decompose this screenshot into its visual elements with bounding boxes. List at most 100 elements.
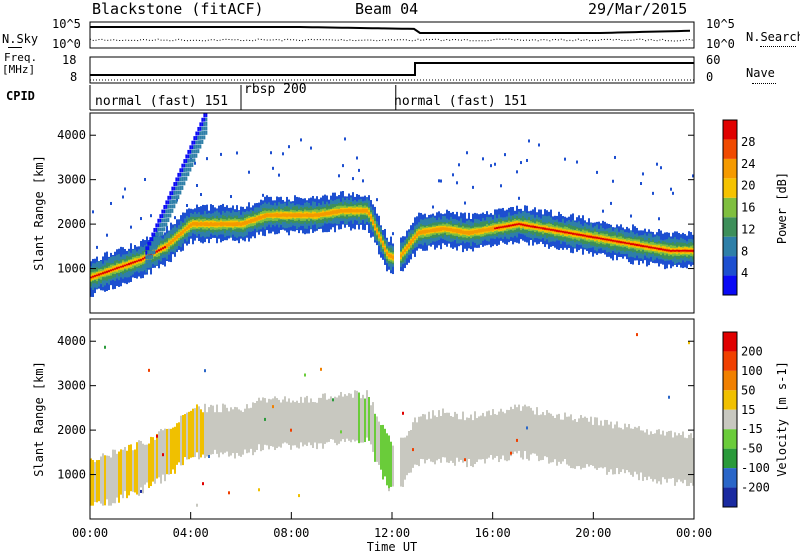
power-echo-cell <box>149 259 152 264</box>
velocity-echo-cell <box>462 411 464 463</box>
power-echo-cell <box>157 223 160 228</box>
power-scatter-cell <box>270 151 272 155</box>
power-echo-cell <box>244 221 246 225</box>
power-echo-cell <box>446 227 448 231</box>
power-echo-cell <box>157 241 160 246</box>
velocity-yticks: 1000 2000 3000 4000 <box>57 334 694 482</box>
power-echo-cell <box>195 140 198 145</box>
velocity-echo-cell <box>144 444 146 485</box>
power-echo-cell <box>646 245 648 248</box>
power-echo-cell <box>506 225 508 228</box>
velocity-echo-cell <box>124 447 126 492</box>
velocity-echo-cell <box>348 393 350 441</box>
power-echo-cell <box>384 247 386 251</box>
power-echo-cell <box>132 261 134 264</box>
velocity-echo-cell <box>634 426 636 472</box>
power-echo-cell <box>177 172 180 177</box>
power-echo-cell <box>310 213 312 218</box>
velocity-echo-cell <box>98 459 100 502</box>
velocity-echo-cell <box>378 421 380 465</box>
power-echo-cell <box>664 249 666 251</box>
power-echo-cell <box>169 200 172 205</box>
velocity-echo-cell <box>136 442 138 495</box>
velocity-echo-cell <box>512 409 514 455</box>
power-echo-cell <box>183 167 186 172</box>
power-echo-cell <box>492 226 494 231</box>
power-echo-cell <box>606 238 608 241</box>
velocity-echo-cell <box>274 396 276 451</box>
power-echo-cell <box>508 224 510 227</box>
velocity-echo-cell <box>438 410 440 459</box>
power-echo-cell <box>193 140 196 145</box>
power-echo-cell <box>560 230 562 233</box>
power-echo-cell <box>203 130 206 135</box>
power-echo-cell <box>328 211 330 216</box>
power-echo-cell <box>191 145 194 150</box>
velocity-echo-cell <box>504 413 506 461</box>
velocity-echo-cell <box>382 424 384 480</box>
velocity-cbar-frame <box>722 331 738 508</box>
velocity-scatter-cell <box>104 345 106 349</box>
velocity-echo-cell <box>416 422 418 465</box>
velocity-echo-cell <box>264 398 266 445</box>
power-echo-cell <box>108 270 110 273</box>
velocity-echo-cell <box>234 406 236 459</box>
freq-label: Freq. <box>4 51 38 64</box>
velocity-echo-cell <box>598 425 600 468</box>
velocity-echo-cell <box>690 433 692 483</box>
power-echo-cell <box>648 246 650 249</box>
velocity-echo-cell <box>572 420 574 469</box>
power-echo-cell <box>496 226 498 229</box>
power-echo-cell <box>214 222 216 226</box>
power-echo-cell <box>274 213 276 217</box>
power-echo-cell <box>187 149 190 154</box>
power-echo-cell <box>163 209 166 214</box>
power-scatter-cell <box>342 164 344 168</box>
power-echo-cell <box>692 249 694 252</box>
power-echo-cell <box>326 211 328 216</box>
velocity-echo-cell <box>474 411 476 465</box>
xtick-label: 00:00 <box>676 526 712 540</box>
power-echo-cell <box>690 249 692 252</box>
power-echo-cell <box>181 172 184 177</box>
velocity-echo-cell <box>272 398 274 447</box>
velocity-echo-cell <box>688 434 690 486</box>
power-cbar-tick: 4 <box>741 266 748 280</box>
velocity-echo-cell <box>624 423 626 474</box>
power-scatter-cell <box>500 184 502 188</box>
power-echo-cell <box>660 248 662 251</box>
velocity-echo-cell <box>154 439 156 484</box>
velocity-echo-cell <box>300 396 302 443</box>
power-scatter-cell <box>670 187 672 191</box>
velocity-echo-cell <box>132 450 134 492</box>
velocity-echo-cell <box>338 395 340 444</box>
power-echo-cell <box>260 215 262 220</box>
power-echo-cell <box>504 225 506 228</box>
power-echo-cell <box>169 209 172 214</box>
velocity-echo-cell <box>524 404 526 452</box>
velocity-scatter-cell <box>298 494 300 498</box>
power-echo-cell <box>118 266 120 269</box>
power-echo-cell <box>196 222 198 227</box>
power-echo-cell <box>242 221 244 226</box>
power-cbar-tick: 20 <box>741 179 755 193</box>
velocity-echo-cell <box>626 427 628 471</box>
power-scatter-cell <box>490 164 492 168</box>
power-scatter-cell <box>576 160 578 164</box>
velocity-scatter-cell <box>272 405 274 409</box>
power-echo-cell <box>96 274 98 277</box>
power-echo-cell <box>304 213 306 217</box>
velocity-echo-cell <box>368 397 370 441</box>
power-echo-cell <box>189 158 192 163</box>
power-echo-cell <box>203 135 206 140</box>
velocity-echo-cell <box>110 457 112 506</box>
power-echo-cell <box>250 219 252 223</box>
velocity-echo-cell <box>536 407 538 456</box>
power-scatter-cell <box>656 162 658 166</box>
power-echo-cell <box>220 222 222 227</box>
velocity-echo-cell <box>266 402 268 446</box>
power-echo-cell <box>518 223 520 225</box>
power-echo-cell <box>420 230 422 235</box>
nsearch-label: N.Search <box>746 30 800 44</box>
velocity-echo-cell <box>374 413 376 462</box>
